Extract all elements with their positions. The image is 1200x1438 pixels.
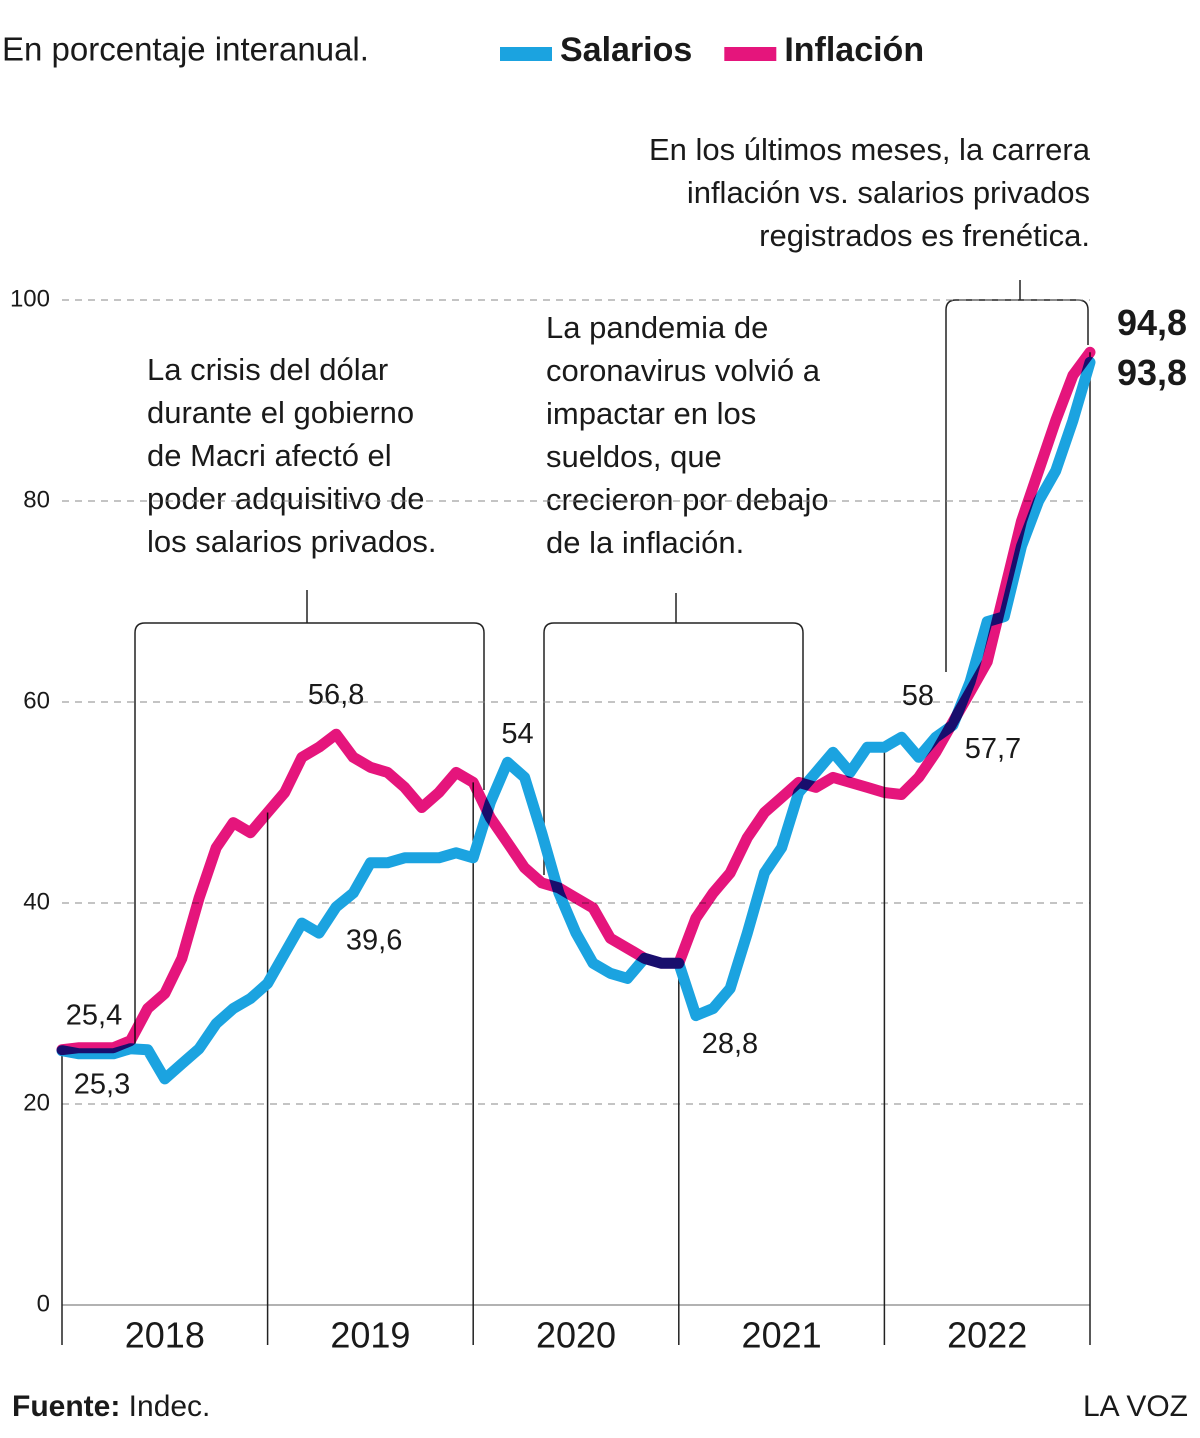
data-label: 39,6 [346,925,402,957]
series-line [56,346,1096,1056]
annotation: sueldos, que [546,439,722,474]
annotation: crecieron por debajo [546,482,829,517]
source-text: Indec. [129,1390,211,1423]
bracket [134,590,485,1045]
legend-label: Salarios [560,31,692,69]
annotation: de la inflación. [546,525,744,560]
series-line [56,356,1096,1085]
x-tick-label: 2020 [536,1315,616,1356]
legend-swatch [724,47,777,61]
y-tick-label: 100 [10,285,50,312]
annotation: inflación vs. salarios privados [687,175,1090,210]
annotation: registrados es frenética. [759,218,1090,253]
source-label: Fuente: [12,1390,120,1423]
annotation: durante el gobierno [147,395,414,430]
y-tick-label: 60 [23,687,50,714]
data-label: 25,4 [66,999,122,1031]
data-label: 25,3 [74,1068,130,1100]
legend-swatch [500,47,552,61]
data-label: 94,8 [1117,302,1187,343]
x-tick-label: 2019 [330,1315,410,1356]
annotation: de Macri afectó el [147,438,392,473]
annotation: poder adquisitivo de [147,481,424,516]
annotation: La crisis del dólar [147,352,388,387]
annotation: coronavirus volvió a [546,353,821,388]
legend-label: Inflación [784,31,924,69]
bracket [945,280,1089,672]
annotation: La pandemia de [546,310,768,345]
subtitle: En porcentaje interanual. [2,31,369,68]
annotation: impactar en los [546,396,756,431]
data-label: 56,8 [308,679,364,711]
data-label: 93,8 [1117,352,1187,393]
bracket [543,593,804,875]
credit: LA VOZ [1083,1390,1188,1423]
data-label: 28,8 [702,1028,758,1060]
source: Fuente: Indec. [12,1390,210,1423]
y-tick-label: 20 [23,1089,50,1116]
data-label: 54 [501,718,533,750]
y-tick-label: 40 [23,888,50,915]
x-tick-label: 2022 [947,1315,1027,1356]
data-label: 58 [902,680,934,712]
annotation: En los últimos meses, la carrera [649,132,1091,167]
data-label: 57,7 [965,733,1021,765]
y-tick-label: 80 [23,486,50,513]
annotation: los salarios privados. [147,524,436,559]
x-tick-label: 2018 [125,1315,205,1356]
x-tick-label: 2021 [742,1315,822,1356]
y-tick-label: 0 [37,1290,50,1317]
